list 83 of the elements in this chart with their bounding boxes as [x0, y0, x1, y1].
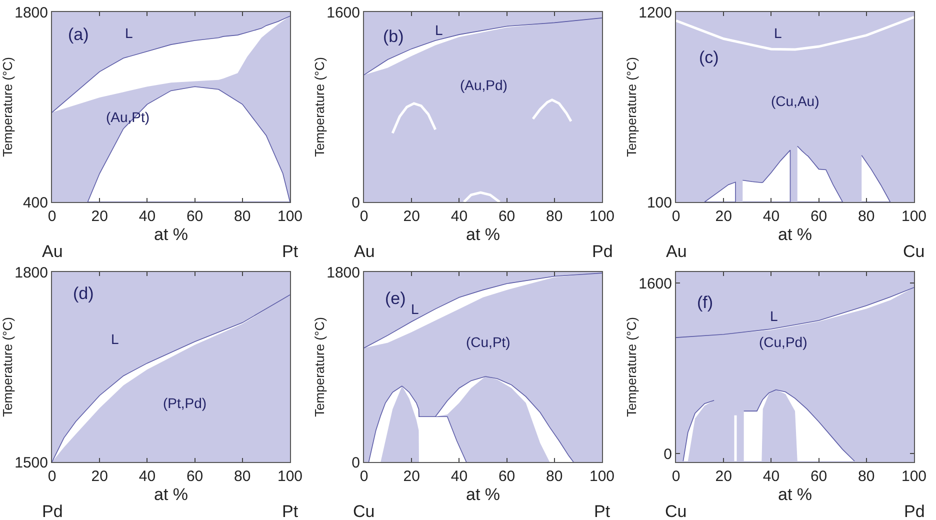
annotation: L	[411, 301, 419, 317]
annotation: (b)	[383, 27, 404, 46]
x-tick-label: 20	[403, 468, 420, 485]
x-tick-label: 20	[403, 208, 420, 225]
annotation: (Cu,Pt)	[466, 334, 510, 350]
y-axis-title: Temperature (°C)	[624, 317, 639, 417]
x-tick-label: 80	[234, 208, 251, 225]
x-tick-label: 60	[498, 468, 516, 485]
x-axis-title: at %	[466, 485, 500, 504]
x-tick-label: 40	[450, 468, 468, 485]
x-axis-title: at %	[154, 485, 188, 504]
y-tick-label: 100	[646, 194, 672, 212]
x-axis-title: at %	[154, 225, 188, 244]
x-tick-label: 80	[546, 468, 563, 485]
x-axis-title: at %	[778, 225, 812, 244]
text: Au	[42, 242, 63, 261]
text: Pd	[42, 502, 63, 520]
x-tick-label: 40	[138, 468, 156, 485]
x-tick-label: 40	[762, 468, 780, 485]
y-tick-label: 1600	[638, 275, 672, 292]
annotation: (Cu,Pd)	[759, 334, 808, 350]
annotation: L	[770, 308, 778, 324]
x-tick-label: 80	[546, 208, 563, 225]
annotation: L	[435, 22, 443, 38]
y-tick-label: 0	[352, 194, 360, 212]
x-tick-label: 80	[858, 468, 875, 485]
text: Pt	[282, 502, 298, 520]
x-tick-label: 20	[91, 468, 108, 485]
y-axis-title: Temperature (°C)	[624, 57, 639, 157]
y-tick-label: 1600	[326, 4, 360, 22]
annotation: L	[111, 331, 119, 347]
y-tick-label: 1800	[14, 264, 48, 282]
y-axis-title: Temperature (°C)	[0, 57, 15, 157]
y-tick-label: 0	[352, 454, 360, 472]
y-axis-title: Temperature (°C)	[0, 317, 15, 417]
y-axis-title: Temperature (°C)	[312, 57, 327, 157]
x-tick-label: 60	[186, 208, 204, 225]
annotation: (Cu,Au)	[771, 93, 820, 109]
x-tick-label: 40	[762, 208, 780, 225]
x-tick-label: 80	[858, 208, 875, 225]
annotation: (e)	[385, 289, 406, 308]
x-tick-label: 100	[277, 468, 303, 485]
annotation: L	[774, 25, 782, 41]
text: Cu	[903, 242, 925, 261]
text: Pt	[282, 242, 298, 261]
x-tick-label: 60	[186, 468, 204, 485]
y-tick-label: 1800	[14, 4, 48, 22]
x-tick-label: 100	[901, 208, 927, 225]
x-tick-label: 40	[450, 208, 468, 225]
x-tick-label: 60	[810, 468, 828, 485]
y-axis-title: Temperature (°C)	[312, 317, 327, 417]
text: Pd	[904, 502, 925, 520]
x-axis-title: at %	[466, 225, 500, 244]
text: Cu	[353, 502, 375, 520]
x-tick-label: 100	[589, 208, 615, 225]
text: Pt	[594, 502, 610, 520]
y-tick-label: 0	[664, 446, 672, 463]
x-tick-label: 60	[810, 208, 828, 225]
x-tick-label: 100	[901, 468, 927, 485]
text: Au	[666, 242, 687, 261]
x-tick-label: 20	[91, 208, 108, 225]
y-tick-label: 1200	[638, 4, 672, 22]
annotation: (d)	[73, 284, 94, 303]
annotation: (Au,Pd)	[460, 77, 508, 93]
y-tick-label: 1800	[326, 264, 360, 282]
x-tick-label: 20	[715, 468, 732, 485]
annotation: L	[125, 25, 133, 41]
x-tick-label: 100	[277, 208, 303, 225]
annotation: (c)	[699, 48, 719, 67]
x-tick-label: 40	[138, 208, 156, 225]
x-axis-title: at %	[778, 485, 812, 504]
x-tick-label: 100	[589, 468, 615, 485]
text: Cu	[665, 502, 687, 520]
text: Au	[354, 242, 375, 261]
y-tick-label: 400	[22, 194, 48, 212]
x-tick-label: 20	[715, 208, 732, 225]
y-tick-label: 1500	[14, 454, 48, 472]
annotation: (f)	[697, 293, 714, 312]
annotation: (Pt,Pd)	[163, 395, 207, 411]
x-tick-label: 80	[234, 468, 251, 485]
text: Pd	[592, 242, 613, 261]
x-tick-label: 60	[498, 208, 516, 225]
annotation: (a)	[68, 25, 89, 44]
